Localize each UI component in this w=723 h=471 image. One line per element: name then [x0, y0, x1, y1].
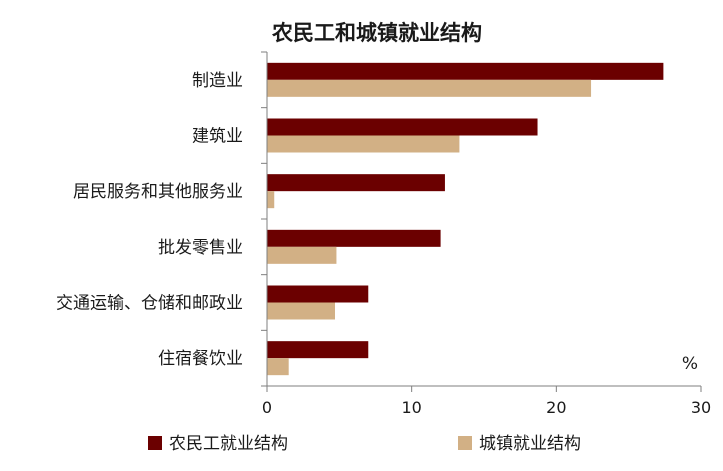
category-label: 制造业	[192, 71, 243, 91]
bar-migrant-1	[267, 118, 538, 136]
legend-swatch-migrant	[148, 436, 162, 450]
bar-migrant-3	[267, 229, 441, 247]
bar-migrant-5	[267, 341, 369, 359]
legend-label-migrant: 农民工就业结构	[169, 434, 288, 454]
category-label: 交通运输、仓储和邮政业	[56, 294, 243, 314]
bar-migrant-2	[267, 174, 445, 192]
bar-urban-4	[267, 302, 335, 320]
x-tick-label: 10	[401, 398, 421, 417]
legend-swatch-urban	[458, 436, 472, 450]
bar-migrant-0	[267, 62, 664, 80]
bar-migrant-4	[267, 285, 369, 303]
bar-urban-1	[267, 135, 460, 153]
legend: 农民工就业结构 城镇就业结构	[148, 434, 581, 454]
x-tick-label: 30	[691, 398, 711, 417]
unit-label: %	[682, 354, 698, 374]
category-label: 批发零售业	[158, 238, 243, 258]
category-label: 建筑业	[192, 127, 243, 147]
legend-label-urban: 城镇就业结构	[479, 434, 581, 454]
bar-urban-3	[267, 246, 337, 264]
category-label: 住宿餐饮业	[158, 349, 243, 369]
category-label: 居民服务和其他服务业	[73, 182, 243, 202]
x-tick-label: 0	[262, 398, 272, 417]
bar-urban-5	[267, 358, 289, 376]
bar-urban-2	[267, 191, 275, 209]
bar-urban-0	[267, 79, 592, 97]
chart-title: 农民工和城镇就业结构	[271, 21, 482, 45]
x-tick-label: 20	[546, 398, 566, 417]
